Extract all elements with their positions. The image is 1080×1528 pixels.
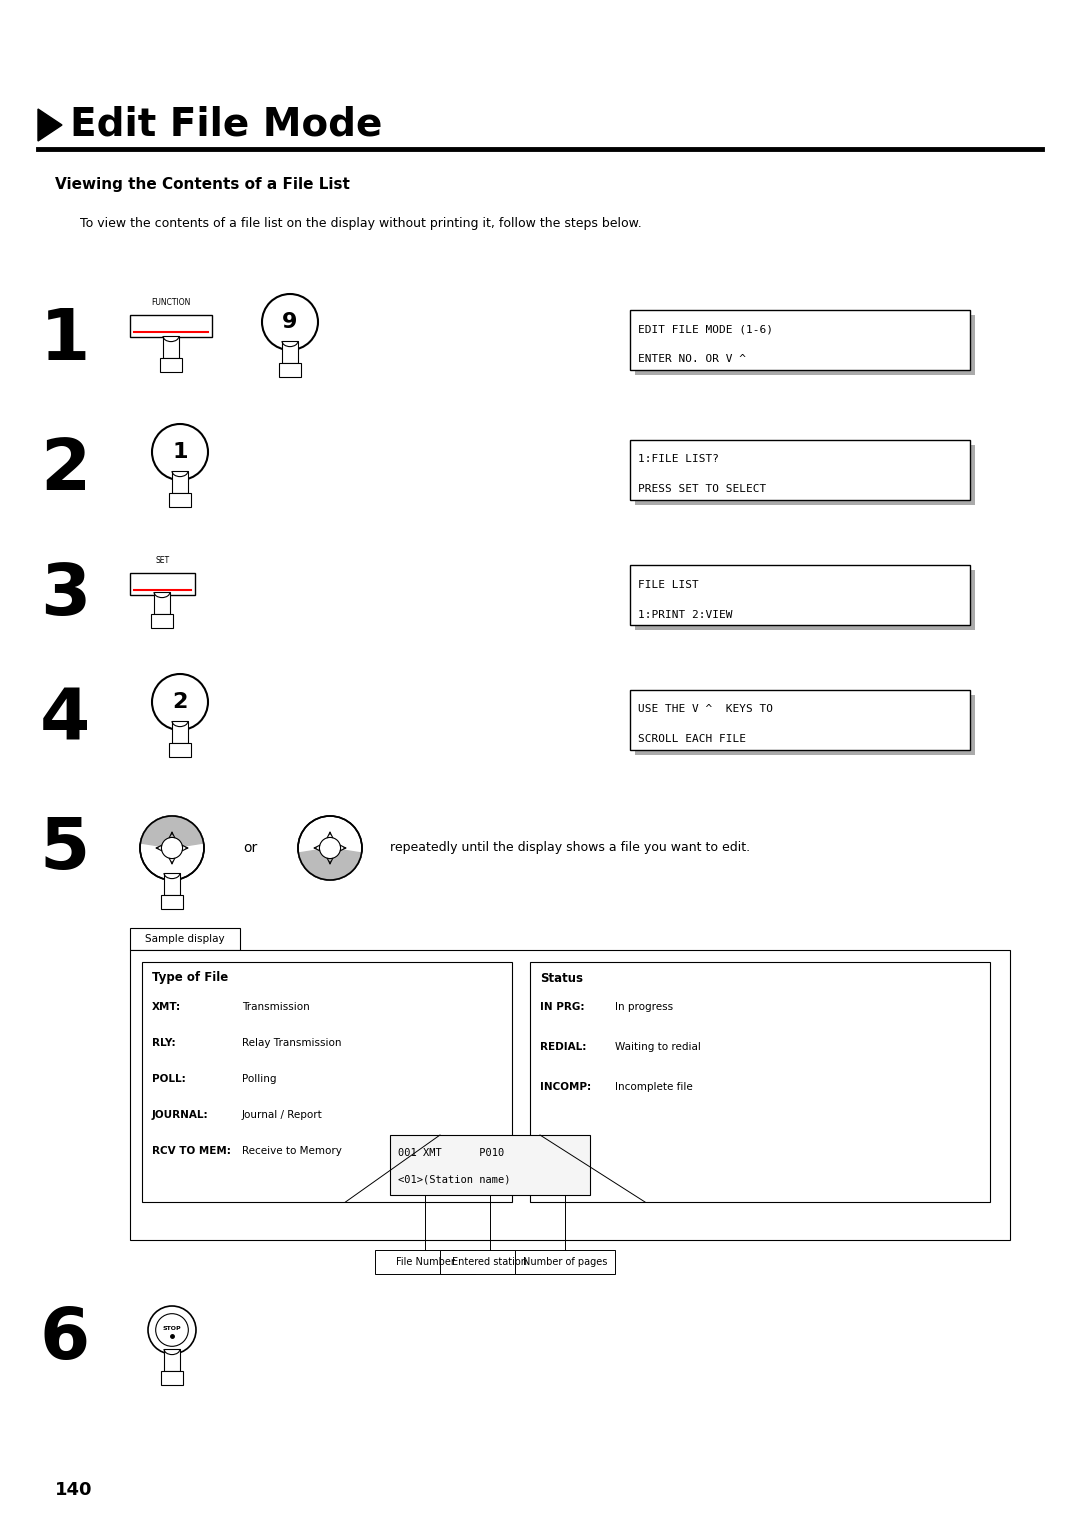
- Text: 2: 2: [173, 692, 188, 712]
- Polygon shape: [140, 816, 204, 848]
- Circle shape: [298, 816, 362, 880]
- Text: PRESS SET TO SELECT: PRESS SET TO SELECT: [638, 484, 766, 495]
- Text: Status: Status: [540, 972, 583, 984]
- Text: INCOMP:: INCOMP:: [540, 1082, 591, 1093]
- Bar: [168, 743, 191, 756]
- Bar: [141, 963, 512, 1203]
- Circle shape: [320, 837, 340, 859]
- Text: SCROLL EACH FILE: SCROLL EACH FILE: [638, 735, 746, 744]
- Text: Number of pages: Number of pages: [523, 1258, 607, 1267]
- Bar: [164, 1349, 180, 1371]
- Text: Transmission: Transmission: [242, 1002, 310, 1012]
- Text: Waiting to redial: Waiting to redial: [615, 1042, 701, 1051]
- Text: XMT:: XMT:: [152, 1002, 181, 1012]
- Bar: [635, 570, 975, 630]
- Circle shape: [152, 674, 208, 730]
- Bar: [172, 471, 188, 494]
- Text: ENTER NO. OR V ^: ENTER NO. OR V ^: [638, 354, 746, 365]
- Text: 1:FILE LIST?: 1:FILE LIST?: [638, 454, 719, 465]
- Polygon shape: [298, 848, 362, 880]
- Text: 140: 140: [55, 1481, 93, 1499]
- Text: repeatedly until the display shows a file you want to edit.: repeatedly until the display shows a fil…: [390, 842, 751, 854]
- Text: 3: 3: [40, 561, 91, 630]
- Text: 9: 9: [282, 312, 298, 332]
- Text: 1:PRINT 2:VIEW: 1:PRINT 2:VIEW: [638, 610, 732, 619]
- Bar: [163, 336, 179, 358]
- Text: 1: 1: [172, 442, 188, 461]
- Text: STOP: STOP: [163, 1325, 181, 1331]
- Bar: [161, 1371, 183, 1384]
- Bar: [630, 440, 970, 500]
- Text: 2: 2: [40, 435, 90, 504]
- Bar: [440, 1250, 540, 1274]
- Bar: [154, 591, 170, 614]
- Circle shape: [262, 293, 318, 350]
- Bar: [279, 364, 301, 377]
- Text: 4: 4: [40, 686, 91, 755]
- Bar: [515, 1250, 615, 1274]
- Bar: [635, 315, 975, 374]
- Text: File Number: File Number: [395, 1258, 455, 1267]
- Text: 1: 1: [40, 306, 91, 374]
- Bar: [130, 927, 240, 950]
- Bar: [160, 358, 183, 371]
- Circle shape: [152, 423, 208, 480]
- Text: In progress: In progress: [615, 1002, 673, 1012]
- Text: To view the contents of a file list on the display without printing it, follow t: To view the contents of a file list on t…: [80, 217, 642, 229]
- Bar: [630, 310, 970, 370]
- Polygon shape: [38, 108, 62, 141]
- Text: 5: 5: [40, 816, 90, 885]
- Circle shape: [161, 837, 183, 859]
- Text: FILE LIST: FILE LIST: [638, 579, 699, 590]
- Text: IN PRG:: IN PRG:: [540, 1002, 584, 1012]
- Text: 6: 6: [40, 1305, 90, 1375]
- Bar: [151, 614, 173, 628]
- Bar: [130, 950, 1010, 1241]
- Text: 001 XMT      P010: 001 XMT P010: [399, 1148, 504, 1158]
- Text: POLL:: POLL:: [152, 1074, 186, 1083]
- Text: EDIT FILE MODE (1-6): EDIT FILE MODE (1-6): [638, 324, 773, 335]
- Text: Entered station: Entered station: [453, 1258, 527, 1267]
- Bar: [390, 1135, 590, 1195]
- Bar: [635, 695, 975, 755]
- Circle shape: [148, 1306, 195, 1354]
- Circle shape: [140, 816, 204, 880]
- Text: Relay Transmission: Relay Transmission: [242, 1038, 341, 1048]
- Bar: [161, 895, 183, 909]
- Text: <01>(Station name): <01>(Station name): [399, 1174, 511, 1184]
- Bar: [282, 341, 298, 364]
- Bar: [375, 1250, 475, 1274]
- Bar: [130, 315, 212, 338]
- Bar: [168, 494, 191, 507]
- Text: RCV TO MEM:: RCV TO MEM:: [152, 1146, 231, 1157]
- Bar: [630, 691, 970, 750]
- Bar: [172, 721, 188, 743]
- Bar: [130, 573, 195, 594]
- Text: Incomplete file: Incomplete file: [615, 1082, 692, 1093]
- Text: Type of File: Type of File: [152, 972, 228, 984]
- Text: or: or: [243, 840, 257, 856]
- Text: Journal / Report: Journal / Report: [242, 1109, 323, 1120]
- Text: Polling: Polling: [242, 1074, 276, 1083]
- Bar: [530, 963, 990, 1203]
- Text: Viewing the Contents of a File List: Viewing the Contents of a File List: [55, 177, 350, 193]
- Bar: [635, 445, 975, 504]
- Text: REDIAL:: REDIAL:: [540, 1042, 586, 1051]
- Circle shape: [156, 1314, 188, 1346]
- Bar: [630, 565, 970, 625]
- Text: JOURNAL:: JOURNAL:: [152, 1109, 208, 1120]
- Text: Receive to Memory: Receive to Memory: [242, 1146, 342, 1157]
- Text: Edit File Mode: Edit File Mode: [70, 105, 382, 144]
- Text: FUNCTION: FUNCTION: [151, 298, 191, 307]
- Bar: [164, 872, 180, 895]
- Text: Sample display: Sample display: [145, 934, 225, 944]
- Text: RLY:: RLY:: [152, 1038, 176, 1048]
- Text: SET: SET: [156, 556, 170, 565]
- Text: USE THE V ^  KEYS TO: USE THE V ^ KEYS TO: [638, 704, 773, 715]
